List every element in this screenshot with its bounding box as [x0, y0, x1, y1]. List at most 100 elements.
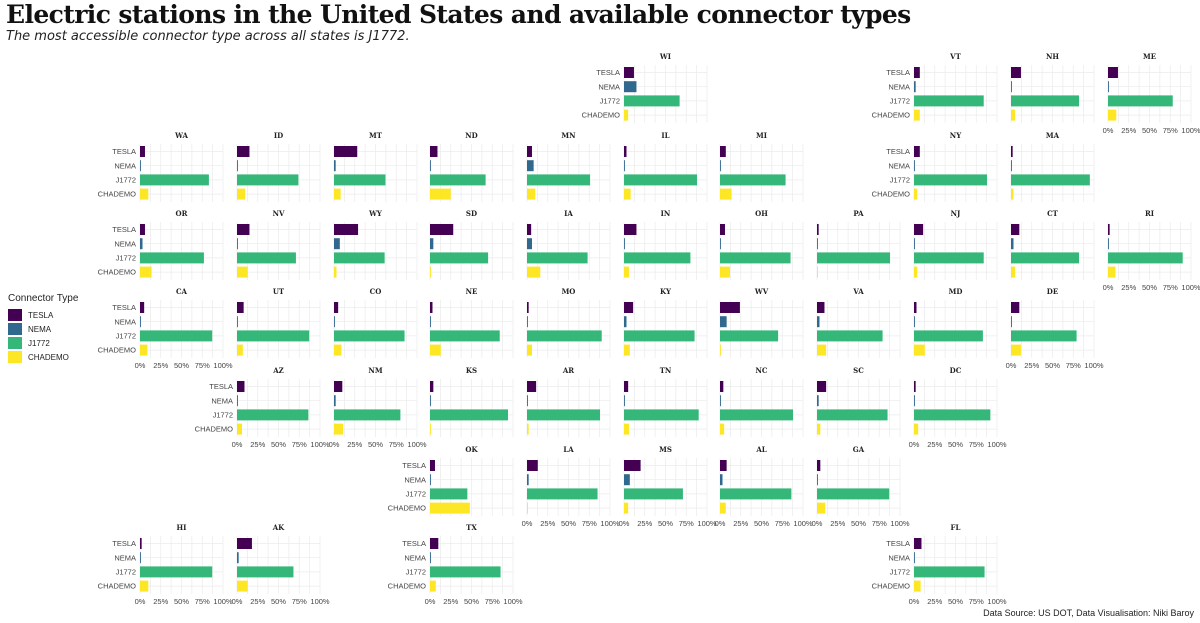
bar-nv-chademo — [237, 266, 248, 278]
bar-al-j1772 — [720, 488, 792, 500]
legend-item-chademo: CHADEMO — [8, 350, 78, 364]
y-tick-label: TESLA — [112, 539, 136, 548]
facet-title: CO — [370, 287, 382, 296]
facet-ok: OK TESLA NEMA J1772 CHADEMO — [388, 445, 514, 516]
y-tick-label: J1772 — [116, 176, 136, 185]
bar-id-tesla — [237, 146, 250, 157]
bar-fl-j1772 — [914, 566, 985, 578]
bar-tn-j1772 — [624, 409, 699, 421]
y-tick-label: NEMA — [598, 82, 620, 91]
bar-mt-j1772 — [334, 174, 386, 186]
facet-mt: MT — [333, 131, 418, 202]
facet-sd: SD — [429, 209, 514, 280]
facet-title: DE — [1047, 287, 1058, 296]
bar-nd-chademo — [430, 188, 451, 200]
bar-or-j1772 — [140, 252, 204, 264]
facet-ms: MS 0% 25% 50% 75% 100% — [619, 445, 717, 528]
y-tick-label: TESLA — [886, 68, 910, 77]
bar-ga-tesla — [817, 460, 821, 471]
y-tick-label: CHADEMO — [388, 504, 427, 513]
x-tick-label: 100% — [1181, 283, 1200, 292]
x-tick-label: 0% — [232, 440, 243, 449]
bar-mo-nema — [527, 316, 528, 328]
x-tick-label: 25% — [443, 597, 458, 606]
facet-tx: TX TESLA NEMA J1772 CHADEMO 0% 25% 50% 75% 100% — [388, 523, 523, 606]
facet-title: AR — [562, 366, 574, 375]
bar-nd-j1772 — [430, 174, 486, 186]
facet-title: MS — [659, 445, 672, 454]
bar-la-chademo — [527, 502, 528, 514]
bar-mi-nema — [720, 160, 721, 172]
bar-la-j1772 — [527, 488, 598, 500]
bar-hi-nema — [140, 552, 141, 564]
facet-nc: NC — [719, 366, 804, 437]
facet-nh: NH — [1010, 52, 1095, 123]
facet-al: AL 0% 25% 50% 75% 100% — [715, 445, 813, 528]
x-tick-label: 25% — [250, 597, 265, 606]
y-tick-label: CHADEMO — [872, 111, 911, 120]
bar-fl-chademo — [914, 580, 921, 592]
facet-title: CA — [176, 287, 188, 296]
bar-or-nema — [140, 238, 143, 250]
bar-in-j1772 — [624, 252, 691, 264]
x-tick-label: 0% — [1103, 126, 1114, 135]
y-tick-label: CHADEMO — [98, 268, 137, 277]
x-tick-label: 25% — [540, 519, 555, 528]
y-tick-label: J1772 — [890, 97, 910, 106]
facet-tn: TN — [623, 366, 708, 437]
bar-nm-chademo — [334, 423, 344, 435]
x-tick-label: 0% — [135, 597, 146, 606]
data-source-caption: Data Source: US DOT, Data Visualisation:… — [983, 608, 1194, 618]
bar-wi-nema — [624, 81, 637, 93]
x-tick-label: 0% — [1006, 361, 1017, 370]
bar-ct-tesla — [1011, 224, 1020, 235]
bar-me-tesla — [1108, 67, 1118, 78]
bar-nh-tesla — [1011, 67, 1021, 78]
x-tick-label: 50% — [754, 519, 769, 528]
bar-al-nema — [720, 474, 723, 486]
bar-sc-j1772 — [817, 409, 888, 421]
y-tick-label: CHADEMO — [98, 190, 137, 199]
bar-mn-nema — [527, 160, 534, 172]
bar-va-nema — [817, 316, 820, 328]
bar-ky-tesla — [624, 302, 634, 313]
bar-de-nema — [1011, 316, 1012, 328]
bar-sd-j1772 — [430, 252, 489, 264]
bar-id-chademo — [237, 188, 246, 200]
x-tick-label: 25% — [250, 440, 265, 449]
bar-ak-nema — [237, 552, 239, 564]
bar-me-chademo — [1108, 109, 1117, 121]
x-tick-label: 50% — [851, 519, 866, 528]
facet-fl: FL TESLA NEMA J1772 CHADEMO 0% 25% 50% 75% 100% — [872, 523, 1007, 606]
bar-wa-nema — [140, 160, 141, 172]
bar-nd-nema — [430, 160, 431, 172]
bar-va-j1772 — [817, 330, 883, 342]
bar-la-nema — [527, 474, 529, 486]
bar-ms-tesla — [624, 460, 641, 471]
bar-ak-j1772 — [237, 566, 294, 578]
bar-hi-j1772 — [140, 566, 213, 578]
bar-nj-j1772 — [914, 252, 984, 264]
x-tick-label: 75% — [195, 361, 210, 370]
bar-ca-tesla — [140, 302, 145, 313]
bar-ga-j1772 — [817, 488, 890, 500]
bar-wa-tesla — [140, 146, 145, 157]
x-tick-label: 0% — [329, 440, 340, 449]
bar-nh-chademo — [1011, 109, 1016, 121]
bar-oh-j1772 — [720, 252, 791, 264]
bar-wy-tesla — [334, 224, 359, 235]
bar-al-chademo — [720, 502, 726, 514]
facet-mo: MO — [526, 287, 611, 358]
bar-ma-nema — [1011, 160, 1012, 172]
bar-mo-chademo — [527, 344, 532, 356]
bar-wi-chademo — [624, 109, 629, 121]
bar-ks-chademo — [430, 423, 431, 435]
bar-pa-tesla — [817, 224, 819, 235]
x-tick-label: 25% — [927, 440, 942, 449]
bar-mt-tesla — [334, 146, 358, 157]
bar-wa-j1772 — [140, 174, 209, 186]
y-tick-label: NEMA — [888, 161, 910, 170]
bar-co-j1772 — [334, 330, 405, 342]
x-tick-label: 100% — [987, 597, 1007, 606]
